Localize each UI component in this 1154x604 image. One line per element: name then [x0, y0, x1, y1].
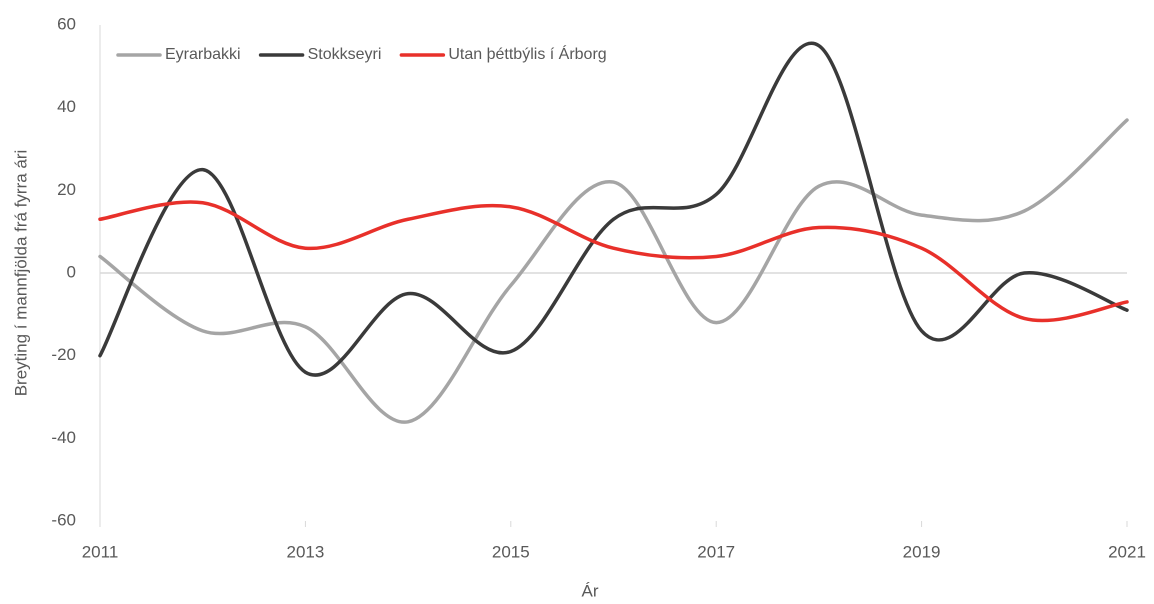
x-tick-label: 2021: [1108, 542, 1146, 561]
x-tick-label: 2015: [492, 542, 530, 561]
y-tick-label: 20: [57, 180, 76, 199]
series-line: [98, 118, 1129, 424]
y-tick-label: 0: [67, 262, 76, 281]
x-axis-label: Ár: [582, 581, 599, 600]
series-line: [98, 41, 1129, 377]
x-tick-label: 2013: [286, 542, 324, 561]
y-tick-label: 40: [57, 97, 76, 116]
y-axis-label: Breyting í mannfjölda frá fyrra ári: [11, 150, 30, 397]
legend-label: Stokkseyri: [308, 46, 382, 63]
y-tick-label: -40: [51, 428, 76, 447]
legend-label: Utan þéttbýlis í Árborg: [448, 44, 606, 63]
series-line: [98, 200, 1129, 323]
x-tick-label: 2011: [82, 542, 119, 561]
y-tick-label: -60: [51, 510, 76, 529]
legend-label: Eyrarbakki: [165, 46, 241, 63]
y-tick-label: 60: [57, 14, 76, 33]
x-tick-label: 2019: [903, 542, 941, 561]
x-tick-label: 2017: [697, 542, 735, 561]
y-tick-label: -20: [51, 345, 76, 364]
